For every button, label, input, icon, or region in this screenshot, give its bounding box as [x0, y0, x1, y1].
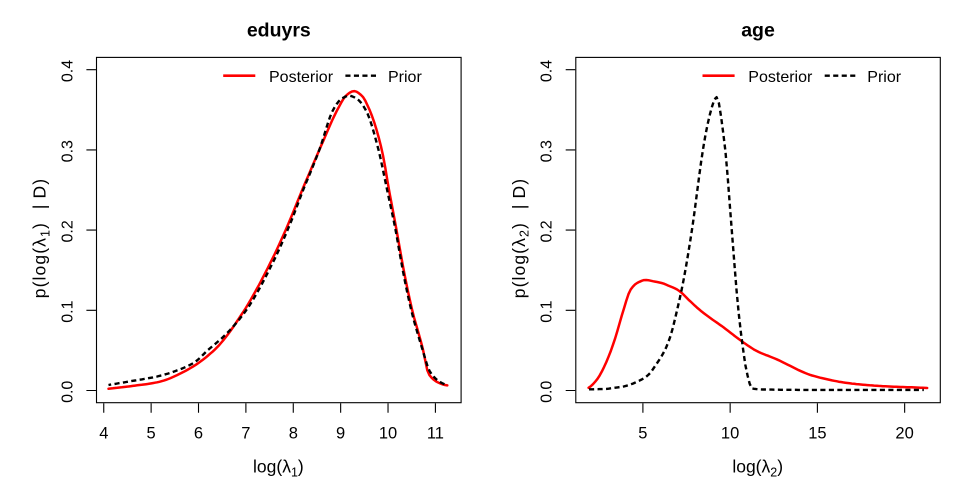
svg-text:0.3: 0.3	[539, 140, 556, 162]
svg-text:0.2: 0.2	[539, 220, 556, 242]
svg-text:0.3: 0.3	[59, 140, 76, 162]
svg-text:5: 5	[147, 425, 156, 443]
svg-text:20: 20	[895, 425, 913, 443]
svg-text:11: 11	[427, 425, 444, 443]
svg-text:Prior: Prior	[388, 69, 422, 86]
svg-text:4: 4	[99, 425, 108, 443]
svg-text:p(log(λ1) | D): p(log(λ1) | D)	[30, 178, 53, 298]
svg-text:0.2: 0.2	[59, 220, 76, 242]
svg-text:0.0: 0.0	[539, 381, 556, 403]
svg-text:0.1: 0.1	[539, 300, 556, 322]
svg-text:age: age	[741, 19, 775, 41]
svg-text:6: 6	[194, 425, 203, 443]
svg-text:0.4: 0.4	[59, 60, 76, 82]
svg-text:Prior: Prior	[867, 69, 901, 86]
svg-text:Posterior: Posterior	[269, 69, 334, 86]
svg-text:p(log(λ2) | D): p(log(λ2) | D)	[509, 178, 532, 298]
svg-text:15: 15	[808, 425, 826, 443]
svg-text:Posterior: Posterior	[748, 69, 813, 86]
svg-text:9: 9	[336, 425, 345, 443]
svg-text:0.1: 0.1	[59, 300, 76, 322]
svg-text:eduyrs: eduyrs	[247, 19, 311, 41]
svg-text:0.0: 0.0	[59, 381, 76, 403]
svg-text:7: 7	[241, 425, 250, 443]
svg-text:5: 5	[638, 425, 647, 443]
svg-text:8: 8	[289, 425, 298, 443]
svg-text:10: 10	[721, 425, 739, 443]
svg-text:0.4: 0.4	[539, 60, 556, 82]
svg-text:10: 10	[379, 425, 397, 443]
